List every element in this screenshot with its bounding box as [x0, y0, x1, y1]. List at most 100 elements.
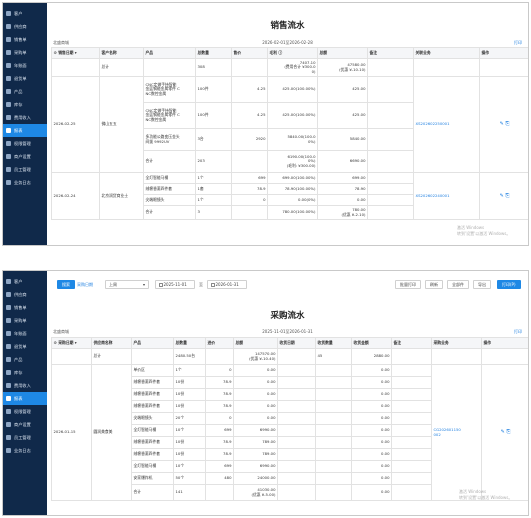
col-amount[interactable]: 总额: [317, 47, 368, 59]
nav-warehouse[interactable]: 库存: [3, 366, 47, 379]
sidebar-item-label: 业务日志: [14, 179, 31, 185]
col-remark[interactable]: 备注: [391, 337, 432, 349]
export-button[interactable]: 导出: [473, 280, 491, 289]
group-ref-link[interactable]: CG202601150 002: [431, 364, 482, 501]
total-profit: 7407.10 (费用合计 ¥300.0 0): [267, 58, 318, 77]
col-product[interactable]: 产品: [131, 337, 174, 349]
nav-expense-income[interactable]: 费用收入: [3, 379, 47, 392]
nav-customer[interactable]: 客户: [3, 275, 47, 288]
col-remark[interactable]: 备注: [367, 47, 414, 59]
nav-sales-return[interactable]: 年账面: [3, 327, 47, 340]
nav-supplier[interactable]: 供应商: [3, 288, 47, 301]
sidebar-item-label: 供应商: [14, 291, 27, 297]
sidebar-item-label: 退货单: [14, 75, 27, 81]
table-row: 全灯智能马桶 10个 699 6990.00 0.00: [52, 460, 529, 473]
col-customer[interactable]: 客户名称: [99, 47, 144, 59]
sidebar-item-label: 客户: [14, 278, 23, 284]
col-qty[interactable]: 总数量: [195, 47, 232, 59]
print-all-button[interactable]: 打印(P): [497, 280, 521, 289]
batch-print-button[interactable]: 批量打印: [395, 280, 421, 289]
col-recv-amount[interactable]: 收货金额: [351, 337, 392, 349]
sidebar-item-label: 采购单: [14, 317, 27, 323]
nav-purchase-order[interactable]: 采购单: [3, 46, 47, 59]
date-to-label: 至: [199, 282, 203, 287]
nav-product[interactable]: 产品: [3, 85, 47, 98]
col-price[interactable]: 售价: [231, 47, 268, 59]
col-supplier[interactable]: 供应商名称: [91, 337, 132, 349]
refresh-button[interactable]: 刷新: [425, 280, 443, 289]
col-recv-date[interactable]: 收货日期: [277, 337, 316, 349]
purchase-main: 搜索 采购日期 上周 ▾ 2025-11-01 至 2026-01-31 批量打印…: [47, 271, 528, 515]
nav-purchase-return[interactable]: 退货单: [3, 72, 47, 85]
settings-icon: ⚙: [53, 339, 57, 345]
nav-purchase-return[interactable]: 退货单: [3, 340, 47, 353]
sidebar-item-label: 权限管理: [14, 408, 31, 414]
nav-expense-income[interactable]: 费用收入: [3, 111, 47, 124]
nav-merchant[interactable]: 商户设置: [3, 418, 47, 431]
group1-ref-link[interactable]: XS202602250001: [413, 76, 480, 173]
nav-sales-order[interactable]: 销售单: [3, 301, 47, 314]
sales-return-icon: [6, 331, 11, 336]
sidebar-item-label: 权限管理: [14, 140, 31, 146]
nav-merchant[interactable]: 商户设置: [3, 150, 47, 163]
clear-button[interactable]: 全部件: [447, 280, 469, 289]
permission-icon: [6, 141, 11, 146]
product-icon: [6, 89, 11, 94]
sales-main: 销售流水 北盛商城 2026-02-01至2026-02-28 打印 ⚙ 销售日…: [47, 3, 528, 245]
col-ops[interactable]: 操作: [479, 47, 528, 59]
col-cost[interactable]: 进价: [205, 337, 234, 349]
table-row: 多功能公路变压金头 间拔 9992UV 3台 2920 5840.00(100.…: [52, 128, 529, 151]
nav-permission[interactable]: 权限管理: [3, 137, 47, 150]
col-purchase-date[interactable]: ⚙ 采购日期 ▾: [51, 337, 92, 349]
group2-ref-link[interactable]: XS202602240001: [413, 172, 480, 220]
period-select[interactable]: 上周 ▾: [105, 280, 149, 289]
business-log-icon: [6, 448, 11, 453]
col-ref[interactable]: 关联业务: [413, 47, 480, 59]
nav-purchase-order[interactable]: 采购单: [3, 314, 47, 327]
edit-icon[interactable]: ✎: [499, 121, 504, 128]
nav-business-log[interactable]: 业务日志: [3, 176, 47, 189]
search-button[interactable]: 搜索: [57, 280, 75, 289]
nav-report[interactable]: 报表: [3, 392, 47, 405]
col-ref[interactable]: 采购业务: [431, 337, 482, 349]
filter-label[interactable]: 采购日期: [77, 282, 93, 287]
nav-supplier[interactable]: 供应商: [3, 20, 47, 33]
table-row: 尖端眼镜头 20个 0 0.00 0.00: [52, 412, 529, 425]
end-date-field[interactable]: 2026-01-31: [207, 280, 247, 289]
nav-permission[interactable]: 权限管理: [3, 405, 47, 418]
subtotal-row: 合计 141 41030.00 (优惠 ¥-5.00) 0.00: [52, 484, 529, 501]
sidebar: 客户 供应商 销售单 采购单 年账面退货单产品 库存费用收入报表权限管理商户设置 员工管理业…: [3, 3, 47, 245]
nav-sales-return[interactable]: 年账面: [3, 59, 47, 72]
windows-watermark: 激活 Windows 转到'设置'以激活 Windows。: [457, 225, 511, 236]
print-link[interactable]: 打印: [514, 40, 522, 45]
col-qty[interactable]: 总数量: [173, 337, 206, 349]
print-link[interactable]: 打印: [514, 329, 522, 334]
nav-product[interactable]: 产品: [3, 353, 47, 366]
group2-customer: 北京润货商业士: [99, 172, 144, 220]
col-profit[interactable]: 毛利 ⓘ: [267, 47, 318, 59]
col-product[interactable]: 产品: [143, 47, 196, 59]
nav-business-log[interactable]: 业务日志: [3, 444, 47, 457]
edit-icon[interactable]: ✎: [499, 192, 504, 199]
copy-icon[interactable]: ⎘: [505, 121, 510, 128]
copy-icon[interactable]: ⎘: [505, 192, 510, 199]
purchase-order-icon: [6, 50, 11, 55]
nav-staff[interactable]: 员工管理: [3, 431, 47, 444]
nav-report[interactable]: 报表: [3, 124, 47, 137]
company-name: 北盛商城: [53, 329, 69, 334]
table-row: 全灯智能马桶 10个 699 6990.00 0.00: [52, 424, 529, 437]
help-icon[interactable]: ⓘ: [278, 49, 283, 55]
start-date-field[interactable]: 2025-11-01: [155, 280, 195, 289]
col-recv-qty[interactable]: 收货数量: [315, 337, 352, 349]
sidebar-item-label: 费用收入: [14, 114, 31, 120]
copy-icon[interactable]: ⎘: [506, 429, 511, 436]
edit-icon[interactable]: ✎: [500, 429, 505, 436]
col-sales-date[interactable]: ⚙ 销售日期 ▾: [51, 47, 100, 59]
nav-sales-order[interactable]: 销售单: [3, 33, 47, 46]
col-ops[interactable]: 操作: [481, 337, 528, 349]
col-amount[interactable]: 总额: [233, 337, 278, 349]
nav-staff[interactable]: 员工管理: [3, 163, 47, 176]
sales-return-icon: [6, 63, 11, 68]
nav-customer[interactable]: 客户: [3, 7, 47, 20]
nav-warehouse[interactable]: 库存: [3, 98, 47, 111]
